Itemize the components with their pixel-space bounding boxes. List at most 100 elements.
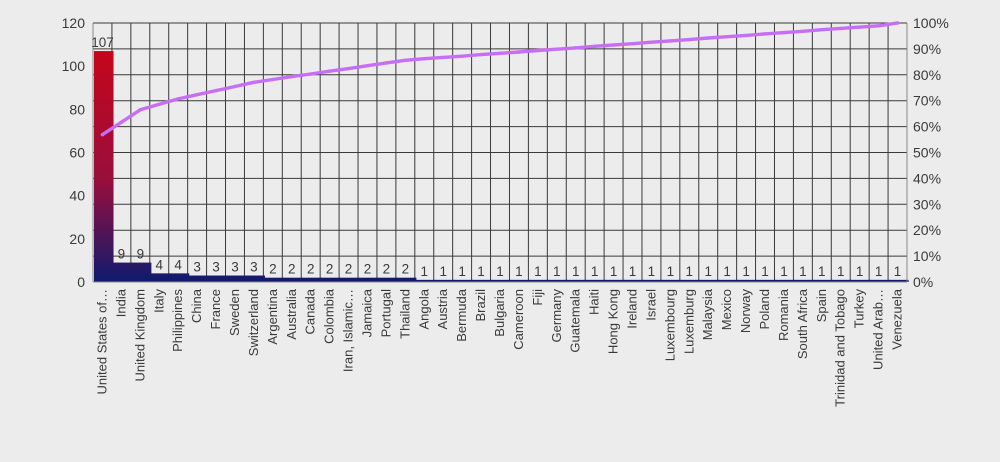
y2-tick-label: 70% — [913, 93, 941, 109]
bar-series — [94, 51, 909, 282]
cumulative-point — [214, 88, 218, 93]
bar — [207, 275, 228, 282]
cumulative-point — [346, 66, 351, 71]
y2-tick-label: 60% — [913, 119, 941, 135]
x-tick-label: Angola — [416, 288, 431, 329]
x-tick-label: Bermuda — [454, 288, 469, 342]
y-tick-label: 20 — [69, 231, 85, 247]
x-tick-label: Romania — [776, 288, 791, 341]
bar — [756, 279, 777, 282]
cumulative-point — [876, 24, 881, 28]
bar — [737, 279, 758, 282]
bar — [169, 273, 190, 282]
cumulative-point — [611, 43, 616, 47]
cumulative-point — [157, 102, 161, 107]
cumulative-point — [744, 33, 748, 38]
cumulative-point — [195, 93, 199, 97]
cumulative-point — [763, 32, 767, 36]
cumulative-point — [857, 25, 862, 29]
x-tick-label: Cameroon — [511, 289, 526, 350]
x-tick-label: Guatemala — [568, 288, 583, 352]
cumulative-point — [820, 28, 824, 32]
x-tick-label: Israel — [643, 289, 658, 321]
data-label: 1 — [439, 264, 447, 279]
data-label: 9 — [137, 247, 145, 262]
x-tick-label: Colombia — [322, 288, 337, 344]
y2-tick-label: 50% — [913, 145, 941, 161]
data-label: 1 — [818, 264, 826, 279]
y-tick-label: 120 — [62, 15, 86, 31]
bar — [813, 279, 833, 282]
cumulative-point — [290, 74, 294, 79]
y-tick-label: 0 — [77, 274, 85, 290]
x-tick-label: Jamaica — [360, 288, 375, 337]
cumulative-point — [725, 35, 729, 39]
cumulative-point — [252, 80, 256, 85]
x-tick-label: Philippines — [170, 289, 185, 352]
data-label: 1 — [704, 264, 712, 279]
x-tick-label: Sweden — [227, 289, 242, 336]
y2-tick-label: 80% — [913, 67, 941, 83]
data-label: 1 — [553, 264, 561, 279]
x-tick-label: Germany — [549, 289, 564, 343]
x-tick-label: Ireland — [625, 289, 640, 329]
data-label: 4 — [155, 257, 163, 272]
data-label: 1 — [648, 264, 656, 279]
cumulative-point — [365, 64, 370, 68]
data-label: 2 — [364, 262, 372, 277]
bar — [889, 279, 909, 282]
y2-tick-label: 20% — [913, 222, 941, 238]
bar — [794, 279, 814, 282]
cumulative-point — [668, 39, 673, 43]
bar — [453, 279, 474, 282]
bar — [112, 262, 133, 282]
cumulative-point — [233, 84, 237, 89]
cumulative-point — [592, 44, 597, 49]
data-label: 1 — [799, 264, 807, 279]
x-tick-label: Italy — [151, 289, 166, 313]
cumulative-point — [555, 47, 559, 51]
x-tick-label: Luxembourg — [662, 289, 677, 361]
data-label: 4 — [174, 257, 182, 272]
bar — [624, 279, 644, 282]
x-tick-label: Austria — [435, 288, 450, 329]
cumulative-point — [536, 48, 540, 53]
y2-tick-label: 40% — [913, 170, 941, 186]
bar — [302, 277, 322, 282]
data-label: 1 — [686, 264, 694, 279]
x-tick-label: Brazil — [473, 289, 488, 322]
bar — [434, 279, 455, 282]
x-tick-label: Mexico — [719, 289, 734, 330]
cumulative-point — [327, 69, 332, 73]
x-tick-label: South Africa — [795, 288, 810, 359]
x-tick-label: Fiji — [530, 289, 545, 306]
x-tick-label: United Arab… — [871, 289, 886, 370]
x-tick-label: Switzerland — [246, 289, 261, 356]
data-label: 1 — [534, 264, 542, 279]
cumulative-point — [517, 50, 521, 54]
x-tick-label: Canada — [303, 288, 318, 334]
x-tick-label: Spain — [814, 289, 829, 322]
x-tick-label: Venezuela — [890, 288, 905, 349]
y2-tick-label: 10% — [913, 248, 941, 264]
y-tick-label: 40 — [69, 188, 85, 204]
cumulative-point — [895, 21, 900, 25]
data-label: 2 — [307, 262, 315, 277]
bar — [321, 277, 341, 282]
data-label: 1 — [742, 264, 750, 279]
cumulative-point — [498, 51, 502, 56]
bar — [377, 277, 398, 282]
cumulative-point — [574, 46, 578, 50]
y-tick-label: 60 — [69, 145, 85, 161]
bar — [775, 279, 796, 282]
data-label: 1 — [856, 264, 864, 279]
x-tick-label: China — [189, 288, 204, 323]
cumulative-point — [403, 58, 408, 62]
x-tick-label: Australia — [284, 288, 299, 339]
data-label: 2 — [288, 262, 296, 277]
data-label: 1 — [421, 264, 429, 279]
bar — [415, 279, 436, 282]
data-label: 1 — [610, 264, 618, 279]
data-label: 9 — [118, 247, 126, 262]
